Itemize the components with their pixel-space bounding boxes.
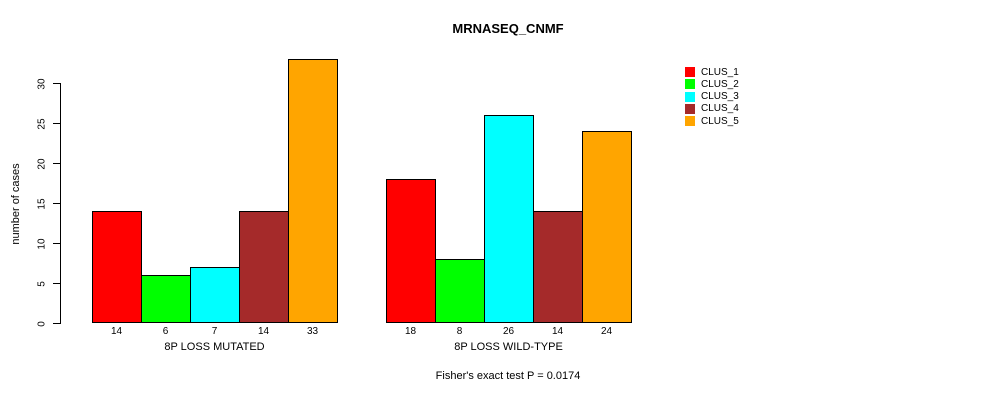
bar-value-label: 14 xyxy=(257,326,270,337)
annotation-fisher-test: Fisher's exact test P = 0.0174 xyxy=(435,370,581,382)
legend-swatch-clus_5 xyxy=(685,116,695,127)
y-tick-label: 5 xyxy=(36,280,48,287)
legend-label-clus_5: CLUS_5 xyxy=(701,115,739,127)
bar-clus_3 xyxy=(190,267,240,323)
y-tick-label: 10 xyxy=(36,237,48,250)
y-tick-mark xyxy=(53,243,60,244)
y-tick-label: 0 xyxy=(36,320,48,327)
legend-swatch-clus_1 xyxy=(685,67,695,77)
bar-clus_1 xyxy=(92,211,142,323)
bar-clus_5 xyxy=(288,59,338,323)
group-label: 8P LOSS WILD-TYPE xyxy=(454,341,563,353)
legend-swatch-clus_4 xyxy=(685,103,695,114)
bar-clus_4 xyxy=(239,211,289,323)
bar-clus_3 xyxy=(484,115,534,323)
y-tick-label: 15 xyxy=(36,197,48,210)
legend-swatch-clus_2 xyxy=(685,79,695,90)
bar-value-label: 6 xyxy=(162,326,169,337)
bar-clus_2 xyxy=(141,275,191,323)
group-label: 8P LOSS MUTATED xyxy=(164,341,265,353)
y-tick-label: 25 xyxy=(36,117,48,130)
y-axis-line xyxy=(60,83,61,324)
bar-value-label: 26 xyxy=(502,326,515,337)
y-axis-label: number of cases xyxy=(10,163,22,245)
y-tick-mark xyxy=(53,123,60,124)
legend-label-clus_3: CLUS_3 xyxy=(701,91,739,103)
bar-value-label: 8 xyxy=(456,326,463,337)
chart-title: MRNASEQ_CNMF xyxy=(452,21,564,36)
y-tick-mark xyxy=(53,83,60,84)
y-tick-mark xyxy=(53,283,60,284)
bar-value-label: 18 xyxy=(404,326,417,337)
legend-label-clus_2: CLUS_2 xyxy=(701,78,739,90)
y-tick-mark xyxy=(53,163,60,164)
y-tick-label: 20 xyxy=(36,157,48,170)
y-tick-mark xyxy=(53,323,60,324)
bar-clus_2 xyxy=(435,259,485,323)
y-tick-label: 30 xyxy=(36,77,48,90)
bar-value-label: 14 xyxy=(110,326,123,337)
bar-value-label: 24 xyxy=(600,326,613,337)
bar-clus_1 xyxy=(386,179,436,323)
bar-value-label: 14 xyxy=(551,326,564,337)
y-tick-mark xyxy=(53,203,60,204)
legend-label-clus_1: CLUS_1 xyxy=(701,66,739,78)
bar-clus_4 xyxy=(533,211,583,323)
bar-value-label: 7 xyxy=(211,326,218,337)
legend-label-clus_4: CLUS_4 xyxy=(701,103,739,115)
bar-clus_5 xyxy=(582,131,632,323)
legend-swatch-clus_3 xyxy=(685,91,695,102)
bar-value-label: 33 xyxy=(306,326,319,337)
